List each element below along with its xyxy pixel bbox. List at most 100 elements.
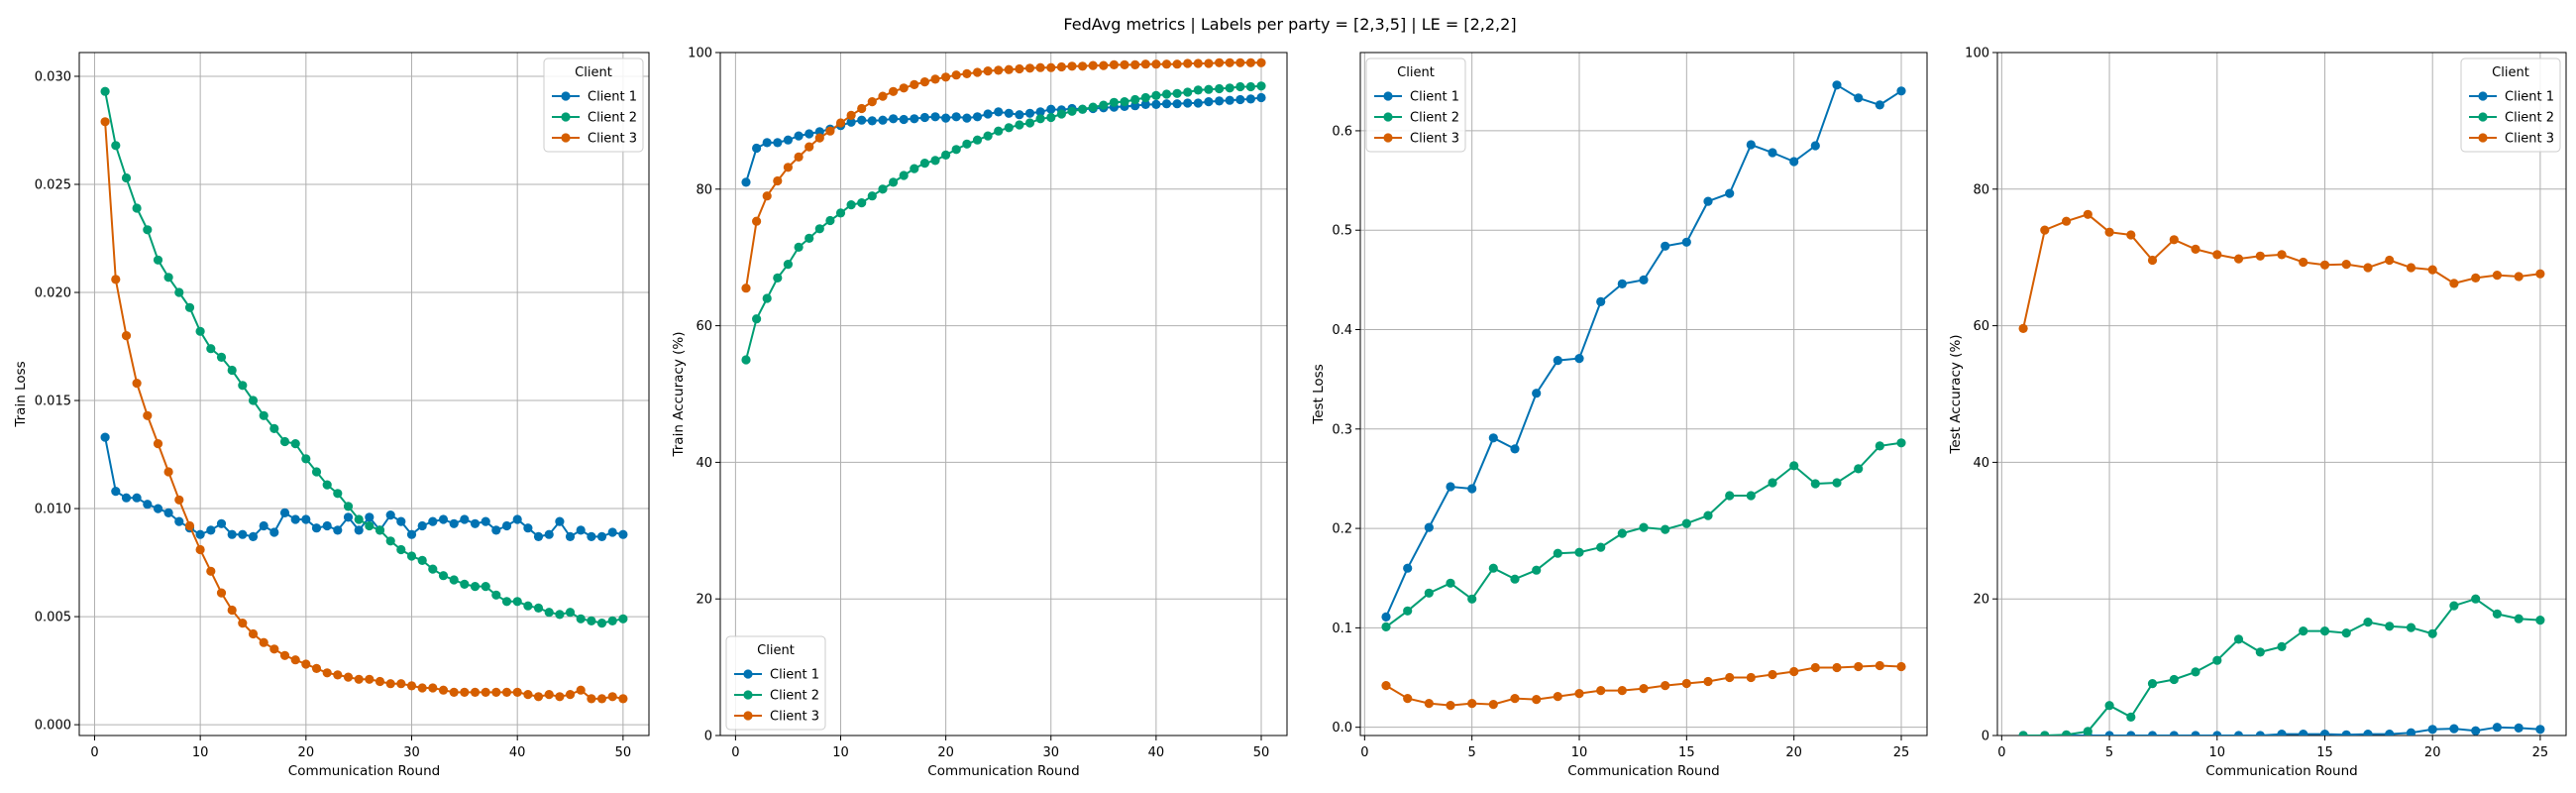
data-point-client-1	[132, 493, 142, 503]
y-axis-label: Test Loss	[1311, 364, 1327, 425]
data-point-client-2	[132, 203, 142, 213]
data-point-client-1	[354, 525, 364, 535]
data-point-client-2	[1225, 83, 1234, 93]
data-point-client-2	[1810, 479, 1820, 489]
data-point-client-2	[752, 314, 762, 324]
data-point-client-1	[501, 520, 512, 531]
data-point-client-2	[555, 610, 565, 620]
axes-frame	[78, 52, 650, 736]
data-point-client-3	[1746, 672, 1756, 683]
data-point-client-2	[2147, 679, 2158, 689]
data-point-client-1	[365, 512, 375, 522]
data-point-client-1	[1161, 99, 1172, 109]
legend: Client Client 1 Client 2 Client 3	[2460, 57, 2561, 153]
legend-title: Client	[2492, 65, 2529, 80]
data-point-client-1	[867, 116, 877, 126]
data-point-client-3	[607, 692, 617, 702]
data-point-client-3	[1225, 57, 1234, 67]
data-point-client-3	[1130, 59, 1140, 69]
data-point-client-1	[1024, 108, 1035, 118]
data-point-client-2	[565, 608, 576, 618]
data-point-client-1	[565, 531, 576, 542]
data-point-client-1	[1896, 86, 1906, 96]
data-point-client-2	[1056, 109, 1066, 119]
data-point-client-1	[1574, 354, 1584, 364]
data-point-client-3	[1109, 59, 1119, 69]
data-point-client-1	[1789, 157, 1799, 167]
data-point-client-3	[2449, 279, 2459, 288]
plot-area	[741, 57, 1266, 365]
data-point-client-2	[1004, 123, 1014, 133]
data-point-client-3	[216, 588, 227, 598]
data-point-client-3	[1193, 58, 1203, 68]
data-point-client-2	[301, 454, 311, 464]
data-point-client-1	[596, 531, 607, 542]
legend-swatch-marker	[1383, 91, 1393, 101]
data-point-client-3	[100, 117, 110, 127]
x-axis-label: Communication Round	[288, 763, 440, 779]
data-point-client-3	[2040, 225, 2050, 235]
data-point-client-1	[878, 115, 888, 125]
data-point-client-2	[501, 597, 512, 607]
data-point-client-3	[2233, 254, 2244, 264]
data-point-client-1	[2319, 730, 2330, 736]
data-point-client-2	[941, 150, 951, 160]
y-tick-label: 0.5	[1332, 224, 1352, 239]
data-point-client-1	[174, 516, 184, 526]
legend-swatch-marker	[2478, 133, 2488, 143]
data-point-client-3	[1510, 694, 1520, 704]
legend-entry-label: Client 1	[588, 90, 637, 105]
data-point-client-2	[1403, 606, 1413, 616]
data-point-client-3	[741, 283, 751, 293]
data-point-client-1	[1639, 275, 1649, 284]
data-point-client-2	[867, 191, 877, 201]
data-point-client-2	[1725, 491, 1735, 501]
data-point-client-2	[587, 616, 596, 626]
data-point-client-3	[1725, 672, 1735, 683]
legend-entry-label: Client 3	[2505, 132, 2554, 147]
data-point-client-2	[2169, 674, 2179, 685]
x-tick-label: 0	[90, 745, 98, 760]
legend-swatch-marker	[743, 711, 753, 721]
data-point-client-1	[1215, 96, 1225, 106]
data-point-client-2	[100, 86, 110, 96]
data-point-client-3	[1120, 59, 1129, 69]
data-point-client-2	[375, 525, 385, 535]
data-point-client-3	[1015, 63, 1024, 74]
data-point-client-3	[794, 152, 804, 162]
data-point-client-2	[2126, 712, 2136, 723]
data-point-client-2	[2040, 731, 2050, 736]
data-point-client-3	[555, 692, 565, 702]
y-axis-label: Train Accuracy (%)	[671, 332, 687, 458]
y-tick-label: 0.4	[1332, 323, 1352, 338]
data-point-client-1	[1532, 389, 1542, 398]
legend-entry-label: Client 2	[588, 111, 637, 126]
data-point-client-1	[2233, 731, 2244, 736]
data-point-client-2	[1204, 84, 1214, 94]
data-point-client-2	[1256, 81, 1266, 91]
data-point-client-2	[385, 536, 395, 546]
data-point-client-3	[1875, 660, 1884, 671]
data-point-client-2	[1035, 114, 1045, 124]
data-point-client-1	[1424, 522, 1434, 532]
data-point-client-2	[343, 502, 354, 511]
data-point-client-2	[2062, 730, 2072, 736]
data-point-client-1	[1488, 433, 1498, 443]
data-point-client-3	[1140, 59, 1150, 69]
data-point-client-1	[1725, 188, 1735, 198]
data-point-client-1	[587, 531, 596, 542]
y-axis-label: Train Loss	[13, 361, 29, 427]
data-point-client-3	[2341, 260, 2351, 270]
figure-title: FedAvg metrics | Labels per party = [2,3…	[1063, 15, 1516, 34]
data-point-client-1	[143, 500, 153, 510]
data-point-client-3	[449, 687, 459, 698]
data-point-client-2	[174, 287, 184, 297]
data-point-client-3	[1681, 678, 1691, 689]
data-point-client-3	[762, 191, 772, 201]
data-point-client-2	[111, 141, 121, 151]
data-point-client-3	[814, 133, 824, 143]
data-point-client-2	[994, 126, 1004, 136]
data-point-client-2	[2212, 655, 2222, 665]
data-point-client-3	[512, 687, 522, 698]
legend-title: Client	[575, 65, 612, 80]
